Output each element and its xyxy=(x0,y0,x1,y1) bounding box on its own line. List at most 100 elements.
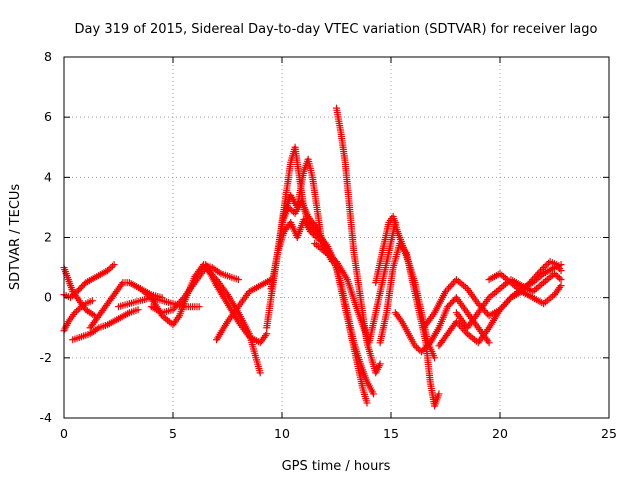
data-point xyxy=(285,203,293,211)
data-point xyxy=(519,286,527,294)
data-point xyxy=(73,307,81,315)
data-point xyxy=(104,267,112,275)
data-point xyxy=(527,277,535,285)
data-point xyxy=(524,281,532,289)
data-point xyxy=(411,342,419,350)
data-point xyxy=(376,360,384,368)
data-point xyxy=(177,297,185,305)
data-point xyxy=(71,309,79,317)
data-point xyxy=(454,319,462,327)
data-point xyxy=(456,321,464,329)
plot-area xyxy=(60,104,565,410)
data-point xyxy=(76,304,84,312)
data-point xyxy=(452,318,460,326)
data-point xyxy=(175,299,183,307)
data-point xyxy=(504,297,512,305)
data-point xyxy=(518,288,526,296)
data-point xyxy=(443,286,451,294)
data-point xyxy=(538,265,546,273)
data-point xyxy=(554,273,562,281)
data-point xyxy=(446,282,454,290)
x-tick-label: 15 xyxy=(383,426,399,441)
data-point xyxy=(134,306,142,314)
data-point xyxy=(533,270,541,278)
data-point xyxy=(522,282,530,290)
x-tick-label: 10 xyxy=(274,426,290,441)
data-point xyxy=(485,339,493,347)
data-point xyxy=(501,301,509,309)
data-point xyxy=(448,281,456,289)
data-point xyxy=(462,328,470,336)
data-point xyxy=(552,271,560,279)
data-series xyxy=(333,104,384,377)
data-point xyxy=(110,261,118,269)
data-series xyxy=(278,197,378,398)
x-tick-label: 0 xyxy=(60,426,68,441)
data-point xyxy=(414,345,422,353)
data-point xyxy=(557,267,565,275)
data-point xyxy=(502,299,510,307)
data-point xyxy=(530,274,538,282)
data-point xyxy=(498,304,506,312)
data-point xyxy=(263,330,271,338)
y-axis-label: SDTVAR / TECUs xyxy=(8,184,23,291)
data-point xyxy=(111,289,119,297)
data-point xyxy=(256,369,264,377)
data-point xyxy=(474,300,482,308)
y-tick-label: 0 xyxy=(44,290,52,305)
data-series xyxy=(60,297,96,335)
data-series xyxy=(311,218,399,347)
data-point xyxy=(286,205,294,213)
data-series xyxy=(202,261,271,347)
x-tick-label: 25 xyxy=(601,426,617,441)
y-tick-label: 2 xyxy=(44,230,52,245)
data-series xyxy=(485,258,565,296)
data-point xyxy=(370,390,378,398)
data-point xyxy=(308,229,316,237)
data-point xyxy=(449,279,457,287)
data-point xyxy=(178,295,186,303)
data-point xyxy=(526,279,534,287)
data-point xyxy=(543,261,551,269)
data-point xyxy=(172,302,180,310)
data-point xyxy=(169,306,177,314)
data-point xyxy=(555,274,563,282)
y-tick-label: -4 xyxy=(40,410,53,425)
axis-ticks: 0 5 10 15 20 25 -4 -2 0 2 4 6 8 xyxy=(40,49,617,441)
data-point xyxy=(107,264,115,272)
data-point xyxy=(532,272,540,280)
x-axis-label: GPS time / hours xyxy=(282,459,391,474)
y-tick-label: -2 xyxy=(40,350,52,365)
data-point xyxy=(105,265,113,273)
data-series xyxy=(69,306,142,344)
data-point xyxy=(109,262,116,270)
chart-title: Day 319 of 2015, Sidereal Day-to-day VTE… xyxy=(75,22,598,37)
x-tick-label: 5 xyxy=(169,426,177,441)
data-point xyxy=(431,354,439,362)
data-point xyxy=(88,297,96,305)
data-point xyxy=(445,284,453,292)
y-tick-label: 4 xyxy=(44,169,52,184)
data-point xyxy=(541,262,549,270)
data-point xyxy=(557,282,565,290)
data-point xyxy=(171,304,179,312)
data-point xyxy=(442,288,449,296)
data-point xyxy=(234,276,242,284)
data-point xyxy=(288,206,296,214)
y-tick-label: 6 xyxy=(44,109,52,124)
data-point xyxy=(521,284,529,292)
data-point xyxy=(482,308,490,316)
data-point xyxy=(195,303,203,311)
data-point xyxy=(306,227,314,235)
data-point xyxy=(174,301,182,309)
data-point xyxy=(535,269,543,277)
data-point xyxy=(496,306,504,314)
data-point xyxy=(536,267,544,275)
x-tick-label: 20 xyxy=(492,426,508,441)
data-point xyxy=(363,399,371,407)
data-point xyxy=(529,276,537,284)
data-series xyxy=(213,276,275,344)
y-tick-label: 8 xyxy=(44,49,52,64)
data-point xyxy=(310,230,318,238)
